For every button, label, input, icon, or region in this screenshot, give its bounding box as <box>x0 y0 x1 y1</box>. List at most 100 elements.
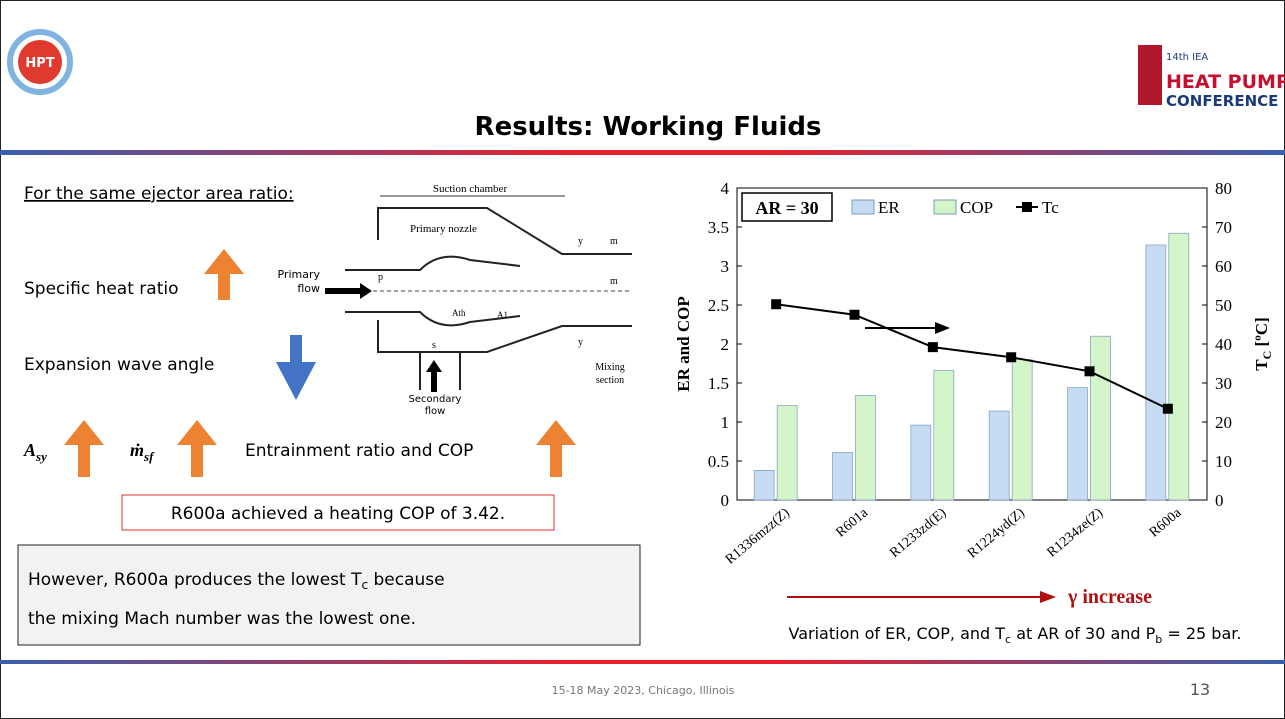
diagram-label: Mixing <box>595 362 624 373</box>
y-tick-label: 3 <box>721 257 730 276</box>
trend-label: γ increase <box>1067 586 1152 608</box>
ejector-diagram <box>345 207 632 390</box>
up-arrow <box>64 420 104 477</box>
bar <box>1145 244 1167 501</box>
y2-tick-label: 60 <box>1215 257 1232 276</box>
logo-text: HPT <box>25 56 54 71</box>
diagram-label: Primary <box>277 268 320 281</box>
bar <box>1090 335 1111 501</box>
y2-tick-label: 20 <box>1215 413 1232 432</box>
marker <box>1006 352 1017 363</box>
y2-label-part: T <box>1252 359 1271 371</box>
footer: 15-18 May 2023, Chicago, Illinois <box>552 684 735 697</box>
y2-axis-label: TC [ºC] <box>1252 317 1274 370</box>
y-tick-label: 1.5 <box>708 374 729 393</box>
legend-label: ER <box>878 198 900 217</box>
bar <box>1011 359 1033 501</box>
marker <box>849 309 860 320</box>
note-line: the mixing Mach number was the lowest on… <box>28 609 416 629</box>
line <box>776 303 1169 410</box>
flow-arrow <box>426 360 442 392</box>
bar <box>832 452 853 501</box>
diagram-label: flow <box>425 406 446 417</box>
bar <box>776 405 798 501</box>
up-arrow <box>536 420 576 477</box>
legend-swatch <box>851 199 875 215</box>
logo-core <box>18 40 62 84</box>
item: Specific heat ratio <box>24 279 179 299</box>
annotation: AR = 30 <box>755 198 818 218</box>
legend-label: COP <box>960 198 993 217</box>
bar <box>933 370 955 501</box>
y2-tick-label: 70 <box>1215 218 1232 237</box>
nozzle <box>345 255 521 271</box>
y2-label-part: C <box>1260 351 1274 360</box>
note-line: However, R600a produces the lowest Tc be… <box>28 570 445 592</box>
bar <box>855 395 876 501</box>
flow-arrow <box>325 283 372 299</box>
diagram-label: section <box>596 375 624 386</box>
down-arrow <box>276 335 316 400</box>
diagram-label: flow <box>297 282 320 295</box>
y-tick-label: 1 <box>721 413 730 432</box>
up-arrow <box>204 249 244 300</box>
diagram-label: Suction chamber <box>433 183 508 195</box>
marker <box>927 342 938 353</box>
y2-tick-label: 30 <box>1215 374 1232 393</box>
diagram-label: p <box>378 272 383 283</box>
y-tick-label: 0.5 <box>708 452 729 471</box>
y2-label-part: [ºC] <box>1252 317 1271 350</box>
y-tick-label: 2.5 <box>708 296 729 315</box>
bar <box>1067 387 1088 501</box>
item: Entrainment ratio and COP <box>245 441 473 461</box>
symbol: ṁsf <box>130 440 155 464</box>
legend-swatch <box>933 199 957 215</box>
item: Expansion wave angle <box>24 355 214 375</box>
bar <box>988 410 1010 501</box>
arrow-head <box>935 322 950 334</box>
logo-line2: CONFERENCE <box>1166 92 1278 110</box>
y-tick-label: 3.5 <box>708 218 729 237</box>
wall <box>377 207 632 255</box>
y-tick-label: 0 <box>721 491 730 510</box>
diagram-label: Secondary <box>409 394 462 405</box>
y2-tick-label: 80 <box>1215 179 1232 198</box>
inlet <box>419 352 461 390</box>
diagram-label: y <box>578 337 583 348</box>
highlight: R600a achieved a heating COP of 3.42. <box>171 504 505 524</box>
legend-marker <box>1022 202 1032 212</box>
diagram-label: m <box>610 276 618 287</box>
y2-tick-label: 0 <box>1215 491 1224 510</box>
arrow-head <box>1040 591 1056 603</box>
y2-tick-label: 50 <box>1215 296 1232 315</box>
bar <box>1168 232 1190 501</box>
logo-edition: 14th IEA <box>1166 52 1208 63</box>
diagram-label: y <box>578 236 583 247</box>
wall <box>377 320 632 353</box>
y-tick-label: 2 <box>721 335 730 354</box>
diagram-label: A1 <box>497 310 508 320</box>
highlight-box <box>121 494 555 531</box>
legend-label: Tc <box>1042 198 1059 217</box>
annotation-box <box>741 192 833 222</box>
diagram-label: Ath <box>452 308 466 318</box>
diagram-label: m <box>610 236 618 247</box>
logo-ring <box>7 29 73 95</box>
y-tick-label: 4 <box>721 179 730 198</box>
page-number: 13 <box>1190 680 1210 699</box>
up-arrow <box>177 420 217 477</box>
y2-tick-label: 10 <box>1215 452 1232 471</box>
footer-band <box>0 660 1285 664</box>
slide-title: Results: Working Fluids <box>475 112 822 142</box>
note-box <box>17 544 641 646</box>
y-axis-label: ER and COP <box>674 296 693 391</box>
y2-tick-label: 40 <box>1215 335 1232 354</box>
nozzle <box>345 311 521 327</box>
diagram-label: s <box>432 340 436 351</box>
bar <box>910 424 932 501</box>
symbol: Asy <box>23 440 47 464</box>
diagram-label: Primary nozzle <box>410 223 477 235</box>
caption: Variation of ER, COP, and Tc at AR of 30… <box>789 624 1242 646</box>
